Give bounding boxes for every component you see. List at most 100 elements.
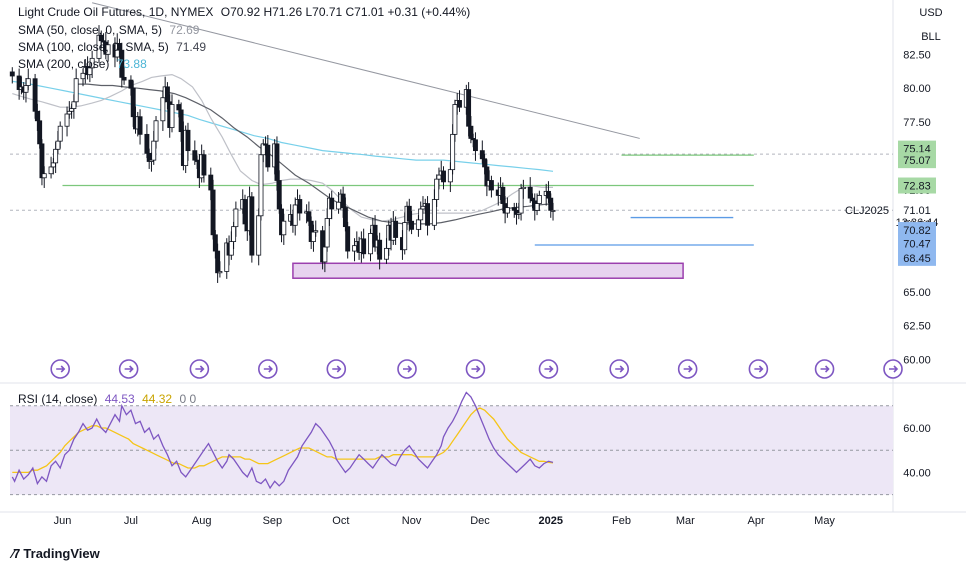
candle-body [71, 101, 77, 109]
candle [281, 213, 287, 245]
price-tag-value: 72.83 [903, 181, 931, 193]
price-tick-label: 62.50 [903, 321, 931, 333]
candle-body [37, 120, 43, 145]
candle-body [215, 250, 221, 274]
price-tick-label: 82.50 [903, 49, 931, 61]
tradingview-logo[interactable]: ⁄7 TradingView [12, 546, 100, 561]
candle [313, 220, 319, 237]
candle-body [441, 170, 446, 183]
candle [121, 67, 127, 85]
candle-body [406, 205, 412, 222]
candle [520, 179, 526, 199]
candle [345, 221, 351, 259]
candle-body [73, 78, 79, 103]
candle [57, 121, 63, 149]
candle-body [249, 196, 255, 256]
candle-body [64, 113, 70, 127]
candle [73, 68, 79, 107]
candle [393, 216, 399, 245]
time-axis-label: Sep [263, 515, 283, 527]
candle [409, 211, 415, 235]
rsi-band-background [10, 405, 893, 495]
candle-body [418, 208, 424, 221]
sma50-legend[interactable]: SMA (50, close, 0, SMA, 5) 72.69 [18, 23, 199, 37]
candle-body [212, 234, 218, 252]
rsi-tick-label: 40.00 [903, 467, 931, 479]
candle [89, 50, 95, 79]
unit-button[interactable]: BLL [921, 31, 941, 43]
candle-body [121, 76, 127, 81]
economic-event-marker [465, 359, 486, 379]
candle [297, 194, 303, 221]
candle-body [130, 87, 136, 118]
candle-body [340, 193, 346, 209]
time-axis-label: Jun [54, 515, 72, 527]
candle-body [41, 173, 47, 179]
economic-event-marker [677, 359, 698, 379]
candle-body [178, 109, 184, 133]
time-axis-label: Dec [470, 515, 490, 527]
candle [473, 132, 478, 161]
candle-body [311, 231, 316, 242]
symbol-legend: Light Crude Oil Futures, 1D, NYMEX O70.9… [18, 5, 470, 19]
candle-body [160, 97, 166, 122]
candle-body [482, 158, 488, 168]
sma200-legend[interactable]: SMA (200, close) 73.88 [18, 57, 147, 71]
arrow-right-icon [889, 365, 899, 373]
sma100-legend[interactable]: SMA (100, close, 0, SMA, 5) 71.49 [18, 40, 206, 54]
candle-body [144, 133, 150, 154]
candle-body [281, 220, 287, 236]
candle [457, 90, 462, 112]
candle-body [80, 72, 86, 80]
candle [105, 40, 111, 62]
time-axis-label: Aug [192, 515, 212, 527]
tradingview-logo-icon: ⁄7 [12, 546, 20, 561]
candle-body [34, 110, 40, 122]
rsi-line [11, 391, 554, 490]
candle-body [420, 205, 426, 210]
candle-body [436, 174, 442, 180]
candle [504, 197, 510, 218]
candle-body [518, 188, 524, 214]
candle-body [151, 140, 157, 161]
trendline [92, 2, 640, 139]
candle-body [415, 219, 421, 230]
candle-body [336, 201, 342, 210]
candle-body [258, 154, 264, 217]
candle [249, 192, 255, 263]
candle-body [39, 143, 45, 179]
candle-body [89, 57, 95, 69]
arrow-right-icon [683, 365, 693, 373]
candle-body [452, 104, 458, 135]
candle-body [393, 220, 399, 238]
arrow-right-icon [754, 365, 764, 373]
candle-body [48, 166, 54, 175]
candle-body [466, 89, 472, 127]
rsi-legend[interactable]: RSI (14, close) 44.53 44.32 0 0 [18, 392, 196, 406]
candle [41, 166, 47, 188]
rsi-extra-values: 0 0 [179, 392, 197, 406]
candle-body [228, 241, 234, 256]
candle-body [504, 207, 510, 214]
rsi-tick-label: 60.00 [903, 423, 931, 435]
candle-body [297, 199, 303, 214]
candle-body [185, 129, 191, 152]
sma200-label: SMA (200, close) [18, 57, 110, 71]
candle-body [55, 140, 61, 150]
time-axis-label: Mar [676, 515, 695, 527]
price-tag-blue [898, 249, 936, 266]
candle-body [217, 271, 223, 274]
candle-body [368, 233, 373, 255]
candle [185, 122, 191, 161]
currency-button[interactable]: USD [919, 7, 943, 19]
candle-body [105, 44, 111, 55]
candle-body [479, 150, 485, 160]
ohlc-values: O70.92 H71.26 L70.71 C71.01 +0.31 (+0.44… [220, 5, 471, 19]
candle-body [32, 78, 38, 112]
sma100-value: 71.49 [176, 40, 207, 54]
candle-body [256, 215, 262, 256]
candle [233, 201, 239, 237]
economic-event-marker [326, 359, 347, 379]
candle [265, 135, 271, 172]
